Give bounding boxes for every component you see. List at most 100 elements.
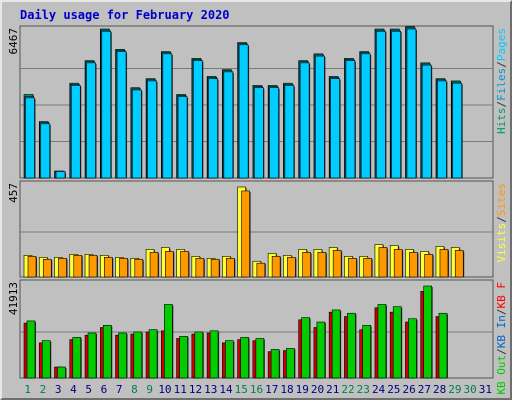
bar-sites-sites [409,252,418,278]
day-label: 20 [311,383,324,396]
bar-kbytes-kb-out [347,312,356,379]
day-label: 28 [433,383,446,396]
bar-kbytes-kb-out [286,348,295,379]
day-axis: 1 2 3 4 5 6 7 8 9 10 11 12 13 14 15 16 17 18 19 20 21 22 23 24 2… [24,383,492,396]
ymax-label-hits: 6467 [7,28,20,55]
legend-item-pages: Pages [495,28,508,61]
day-label: 3 [55,383,62,396]
bar-hits-pages [177,96,188,179]
bar-kbytes-kb-out [255,338,265,379]
bar-kbytes-kb-out [362,325,371,379]
bar-sites-sites [134,258,144,278]
bar-hits-pages [223,71,234,179]
legend-separator: / [495,61,508,68]
bar-sites-sites [210,258,220,278]
panel-sites: 457 [7,180,494,278]
legend-separator: / [495,348,508,355]
bar-kbytes-kb-out [164,304,173,379]
bar-kbytes-kb-out [194,331,204,379]
bar-hits-pages [86,62,96,179]
bar-kbytes-kb-out [331,309,341,379]
bar-sites-sites [393,249,403,278]
bar-sites-sites [165,251,174,278]
bar-hits-pages [284,85,295,179]
bar-kbytes-kb-out [270,349,280,379]
day-label: 16 [250,383,263,396]
day-label: 31 [479,383,492,396]
panel-kbytes: 41913 [7,279,494,379]
bar-sites-sites [73,255,83,278]
bar-kbytes-kb-out [423,285,433,379]
bar-sites-sites [287,257,296,278]
day-label: 13 [204,383,217,396]
bar-hits-pages [330,78,340,179]
legend-item-kb-in: KB In [495,315,508,348]
day-label: 1 [24,383,31,396]
day-label: 22 [341,383,354,396]
bar-hits-pages [254,87,264,179]
bar-sites-sites [454,250,464,278]
bar-hits-pages [360,53,371,179]
bar-hits-pages [299,62,310,179]
bar-hits-pages [437,80,447,179]
bar-kbytes-kb-out [26,320,36,379]
day-label: 7 [116,383,123,396]
bar-hits-pages [208,78,218,179]
bar-sites-sites [195,257,205,278]
bar-sites-sites [27,256,37,278]
day-label: 4 [70,383,77,396]
day-label: 19 [296,383,309,396]
legend-item-hits: Hits [495,108,508,135]
bar-sites-sites [256,262,266,278]
day-label: 18 [280,383,293,396]
bar-kbytes-kb-out [316,321,326,379]
bar-sites-sites [424,254,434,278]
bar-kbytes-kb-out [225,340,234,379]
legend-item-kb-f: KB F [495,282,508,309]
bar-sites-sites [302,252,311,278]
day-label: 8 [131,383,138,396]
bar-hits-pages [116,51,127,179]
bar-sites-sites [42,258,52,278]
bar-kbytes-kb-out [102,325,112,379]
bar-kbytes-kb-out [301,317,310,379]
legend-hits: Hits/Files/Pages [495,28,508,134]
bar-sites-sites [439,249,449,278]
bar-kbytes-kb-out [179,335,188,379]
bar-sites-sites [149,252,159,278]
bar-sites-sites [332,250,342,278]
day-label: 24 [372,383,386,396]
bar-sites-sites [378,247,388,278]
bar-kbytes-kb-out [72,337,82,379]
day-label: 14 [219,383,233,396]
day-label: 12 [189,383,202,396]
day-label: 9 [146,383,153,396]
day-label: 30 [463,383,476,396]
bar-sites-sites [317,252,327,278]
bar-kbytes-kb-out [209,330,219,379]
legend-separator: / [495,101,508,108]
day-label: 2 [40,383,47,396]
bar-kbytes-kb-out [377,304,387,379]
day-label: 15 [235,383,248,396]
day-label: 23 [357,383,370,396]
bar-hits-pages [345,60,356,179]
day-label: 29 [448,383,461,396]
bar-hits-pages [421,64,432,179]
legend-item-kb-out: KB Out [495,355,508,395]
bar-kbytes-kb-out [87,332,97,379]
legend-kbytes: KB Out/KB In/KB F [495,282,508,395]
ymax-label-kbytes: 41913 [7,282,20,315]
bar-hits-pages [147,80,157,179]
bar-kbytes-kb-out [240,337,249,379]
day-label: 11 [174,383,187,396]
ymax-label-sites: 457 [7,183,20,203]
legend-item-visits: Visits [495,223,508,263]
bar-kbytes-kb-out [148,329,158,379]
legend-separator: / [495,309,508,316]
bar-hits-pages [132,89,142,179]
bar-sites-sites [119,257,128,278]
panel-hits: 6467 [7,25,494,179]
bar-kbytes-kb-out [57,366,66,379]
